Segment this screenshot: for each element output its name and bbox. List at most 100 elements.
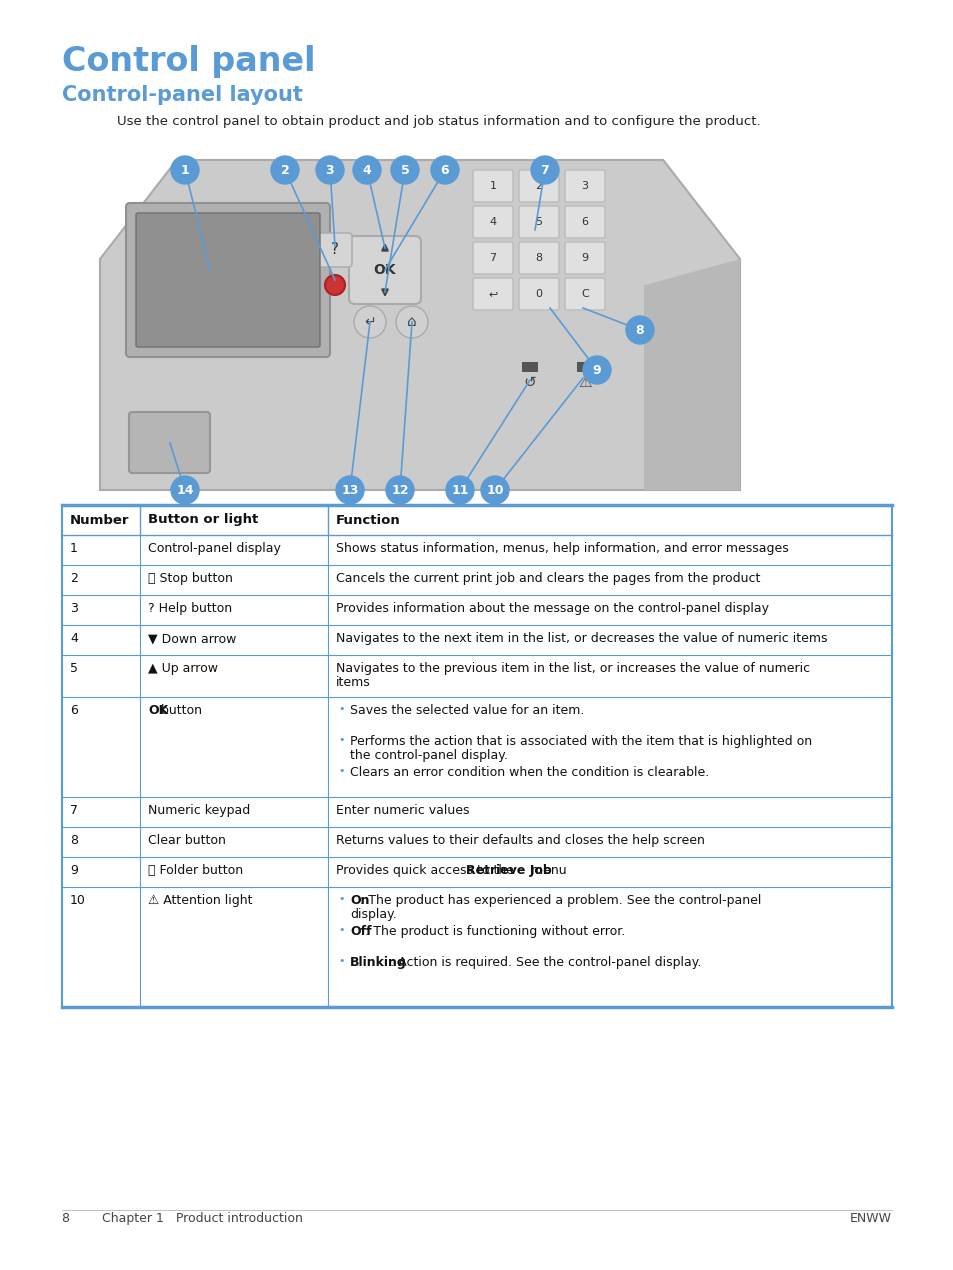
Circle shape xyxy=(353,156,380,184)
Text: Off: Off xyxy=(350,925,372,937)
Text: •: • xyxy=(337,735,344,744)
Text: 4: 4 xyxy=(489,217,497,227)
Text: items: items xyxy=(335,676,371,690)
Circle shape xyxy=(335,476,364,504)
FancyBboxPatch shape xyxy=(473,170,513,202)
Text: Navigates to the next item in the list, or decreases the value of numeric items: Navigates to the next item in the list, … xyxy=(335,632,826,645)
Text: OK: OK xyxy=(148,704,168,718)
FancyBboxPatch shape xyxy=(518,278,558,310)
Text: 6: 6 xyxy=(440,164,449,177)
FancyBboxPatch shape xyxy=(564,243,604,274)
Bar xyxy=(577,362,593,372)
Text: 6: 6 xyxy=(581,217,588,227)
Circle shape xyxy=(354,306,386,338)
FancyBboxPatch shape xyxy=(317,232,352,267)
Bar xyxy=(521,362,537,372)
FancyBboxPatch shape xyxy=(473,243,513,274)
Bar xyxy=(62,596,891,625)
FancyBboxPatch shape xyxy=(473,206,513,237)
Text: Number: Number xyxy=(70,513,130,527)
Text: button: button xyxy=(157,704,202,718)
Text: Clear button: Clear button xyxy=(148,834,226,847)
Text: 5: 5 xyxy=(70,662,78,674)
Text: Provides information about the message on the control-panel display: Provides information about the message o… xyxy=(335,602,768,615)
Text: the control-panel display.: the control-panel display. xyxy=(350,749,507,762)
Text: 0: 0 xyxy=(535,290,542,298)
Text: 7: 7 xyxy=(489,253,497,263)
Text: ▲ Up arrow: ▲ Up arrow xyxy=(148,662,218,674)
Polygon shape xyxy=(643,259,740,490)
FancyBboxPatch shape xyxy=(564,206,604,237)
Text: Blinking: Blinking xyxy=(350,955,406,969)
Text: 13: 13 xyxy=(341,484,358,497)
Text: 2: 2 xyxy=(70,572,78,585)
Text: 2: 2 xyxy=(535,182,542,190)
Text: Clears an error condition when the condition is clearable.: Clears an error condition when the condi… xyxy=(350,766,708,779)
Text: 9: 9 xyxy=(580,253,588,263)
Text: ⎙ Folder button: ⎙ Folder button xyxy=(148,864,243,878)
Text: 6: 6 xyxy=(70,704,78,718)
Circle shape xyxy=(431,156,458,184)
Text: 3: 3 xyxy=(581,182,588,190)
Text: Navigates to the previous item in the list, or increases the value of numeric: Navigates to the previous item in the li… xyxy=(335,662,809,674)
Text: ↺: ↺ xyxy=(523,375,536,390)
Text: 4: 4 xyxy=(70,632,78,645)
FancyBboxPatch shape xyxy=(129,411,210,472)
Text: •: • xyxy=(337,766,344,776)
Circle shape xyxy=(391,156,418,184)
Text: Provides quick access to the: Provides quick access to the xyxy=(335,864,517,878)
Text: 2: 2 xyxy=(280,164,289,177)
Text: 1: 1 xyxy=(489,182,496,190)
Text: ↵: ↵ xyxy=(364,315,375,329)
Circle shape xyxy=(625,316,654,344)
Bar xyxy=(62,697,891,798)
Text: ⌂: ⌂ xyxy=(407,315,416,329)
Text: 10: 10 xyxy=(70,894,86,907)
Bar xyxy=(62,535,891,565)
Text: Enter numeric values: Enter numeric values xyxy=(335,804,469,817)
Bar xyxy=(62,798,891,827)
Text: 8: 8 xyxy=(635,324,643,337)
Text: : The product is functioning without error.: : The product is functioning without err… xyxy=(365,925,625,937)
Text: Retrieve Job: Retrieve Job xyxy=(466,864,552,878)
FancyBboxPatch shape xyxy=(136,213,319,347)
FancyBboxPatch shape xyxy=(564,278,604,310)
Circle shape xyxy=(582,356,610,384)
Text: OK: OK xyxy=(374,263,395,277)
Text: Cancels the current print job and clears the pages from the product: Cancels the current print job and clears… xyxy=(335,572,760,585)
Circle shape xyxy=(386,476,414,504)
FancyBboxPatch shape xyxy=(518,243,558,274)
Text: Use the control panel to obtain product and job status information and to config: Use the control panel to obtain product … xyxy=(117,116,760,128)
Text: 5: 5 xyxy=(400,164,409,177)
Text: Control-panel display: Control-panel display xyxy=(148,542,280,555)
Circle shape xyxy=(171,476,199,504)
FancyBboxPatch shape xyxy=(564,170,604,202)
Text: 1: 1 xyxy=(70,542,78,555)
Text: 1: 1 xyxy=(180,164,190,177)
Text: ⚠: ⚠ xyxy=(578,375,591,390)
Circle shape xyxy=(315,156,344,184)
Circle shape xyxy=(480,476,509,504)
Text: C: C xyxy=(580,290,588,298)
Circle shape xyxy=(531,156,558,184)
Circle shape xyxy=(395,306,428,338)
Text: ⚠ Attention light: ⚠ Attention light xyxy=(148,894,253,907)
Circle shape xyxy=(171,156,199,184)
Text: 9: 9 xyxy=(592,363,600,376)
Text: Saves the selected value for an item.: Saves the selected value for an item. xyxy=(350,704,584,718)
Text: Function: Function xyxy=(335,513,400,527)
Text: 10: 10 xyxy=(486,484,503,497)
Text: •: • xyxy=(337,894,344,904)
Bar xyxy=(62,625,891,655)
Text: 12: 12 xyxy=(391,484,408,497)
Bar xyxy=(62,827,891,857)
Circle shape xyxy=(271,156,298,184)
Text: •: • xyxy=(337,925,344,935)
FancyBboxPatch shape xyxy=(349,236,420,304)
Text: 7: 7 xyxy=(70,804,78,817)
Text: Button or light: Button or light xyxy=(148,513,258,527)
Text: 14: 14 xyxy=(176,484,193,497)
Bar xyxy=(62,857,891,886)
Text: Control panel: Control panel xyxy=(62,44,315,77)
Text: Returns values to their defaults and closes the help screen: Returns values to their defaults and clo… xyxy=(335,834,704,847)
